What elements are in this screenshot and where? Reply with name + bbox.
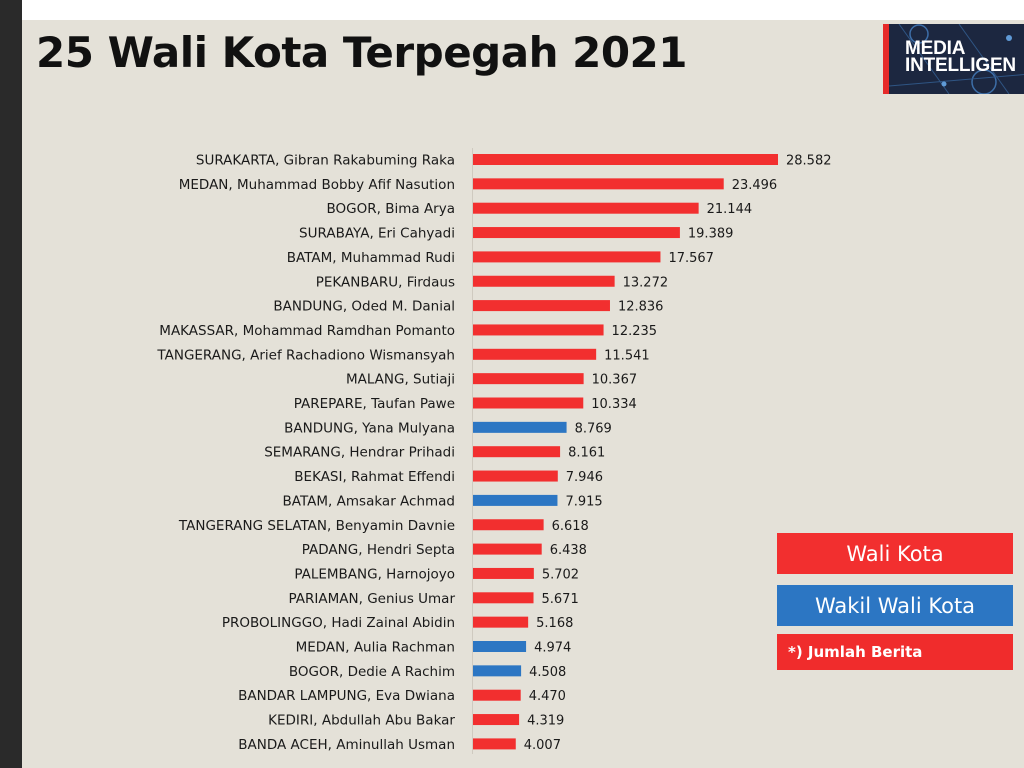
- logo-wordmark: MEDIA INTELLIGEN: [905, 38, 1016, 76]
- bar: [473, 543, 542, 555]
- bar: [473, 178, 724, 190]
- category-label: BATAM, Muhammad Rudi: [287, 250, 455, 266]
- data-label: 17.567: [668, 251, 714, 266]
- bar: [473, 494, 558, 506]
- bar: [473, 567, 534, 579]
- data-label: 10.367: [592, 373, 638, 388]
- category-label: PADANG, Hendri Septa: [302, 542, 455, 558]
- category-label: SEMARANG, Hendrar Prihadi: [264, 445, 455, 461]
- category-label: BANDA ACEH, Aminullah Usman: [238, 737, 455, 753]
- bar: [473, 324, 604, 336]
- legend-note: *) Jumlah Berita: [777, 634, 1013, 670]
- category-label: MAKASSAR, Mohammad Ramdhan Pomanto: [159, 323, 455, 339]
- category-label: KEDIRI, Abdullah Abu Bakar: [268, 713, 455, 729]
- data-label: 28.582: [786, 154, 832, 169]
- category-label: MEDAN, Muhammad Bobby Afif Nasution: [179, 177, 455, 193]
- category-label: BEKASI, Rahmat Effendi: [294, 469, 455, 485]
- legend-item-wakil-wali-kota: Wakil Wali Kota: [777, 585, 1013, 626]
- data-label: 4.470: [529, 689, 566, 704]
- bar: [473, 519, 544, 531]
- bar: [473, 665, 522, 677]
- category-label: BOGOR, Dedie A Rachim: [289, 664, 455, 680]
- category-label: BOGOR, Bima Arya: [327, 201, 455, 217]
- data-label: 21.144: [707, 202, 753, 217]
- category-label: PEKANBARU, Firdaus: [316, 274, 455, 290]
- legend-note-label: *) Jumlah Berita: [788, 643, 923, 661]
- bar: [473, 446, 561, 458]
- data-label: 8.161: [568, 446, 605, 461]
- bar: [473, 470, 558, 482]
- category-label: PROBOLINGGO, Hadi Zainal Abidin: [222, 615, 455, 631]
- data-label: 6.618: [552, 519, 589, 534]
- bar: [473, 616, 529, 628]
- bar: [473, 397, 584, 409]
- category-label: MEDAN, Aulia Rachman: [296, 640, 455, 656]
- data-label: 4.319: [527, 714, 564, 729]
- category-label: PARIAMAN, Genius Umar: [289, 591, 456, 607]
- bar: [473, 275, 615, 287]
- logo-line-1: MEDIA: [905, 38, 966, 59]
- data-label: 6.438: [550, 543, 587, 558]
- category-label: PAREPARE, Taufan Pawe: [294, 396, 455, 412]
- logo-line-2: INTELLIGEN: [905, 55, 1016, 76]
- bar: [473, 227, 680, 239]
- chart-title: 25 Wali Kota Terpegah 2021: [36, 28, 688, 77]
- data-label: 23.496: [732, 178, 778, 193]
- category-label: SURABAYA, Eri Cahyadi: [299, 226, 455, 242]
- data-label: 4.974: [534, 641, 571, 656]
- bar: [473, 202, 699, 214]
- legend-item-wali-kota: Wali Kota: [777, 533, 1013, 574]
- category-label: BANDUNG, Oded M. Danial: [273, 299, 455, 315]
- bar: [473, 689, 521, 701]
- legend-label-wakil-wali-kota: Wakil Wali Kota: [814, 593, 976, 618]
- data-label: 10.334: [591, 397, 637, 412]
- category-label: MALANG, Sutiaji: [346, 372, 455, 388]
- data-label: 12.235: [612, 324, 658, 339]
- data-label: 8.769: [575, 421, 612, 436]
- category-label: BANDAR LAMPUNG, Eva Dwiana: [238, 688, 455, 704]
- category-label: TANGERANG, Arief Rachadiono Wismansyah: [156, 347, 455, 363]
- category-label: TANGERANG SELATAN, Benyamin Davnie: [178, 518, 455, 534]
- bar: [473, 300, 610, 312]
- data-label: 7.915: [565, 494, 602, 509]
- bar: [473, 714, 520, 726]
- data-label: 5.702: [542, 567, 579, 582]
- bar: [473, 154, 778, 165]
- data-label: 5.671: [542, 592, 579, 607]
- category-label: BATAM, Amsakar Achmad: [283, 493, 455, 509]
- category-label: SURAKARTA, Gibran Rakabuming Raka: [196, 153, 455, 169]
- data-label: 4.508: [529, 665, 566, 680]
- data-label: 13.272: [623, 275, 669, 290]
- media-intelligence-logo: MEDIA INTELLIGEN: [883, 24, 1024, 94]
- data-label: 5.168: [536, 616, 573, 631]
- screen-frame: [0, 0, 22, 768]
- data-label: 12.836: [618, 300, 664, 315]
- legend-label-wali-kota: Wali Kota: [846, 541, 944, 566]
- bar: [473, 251, 661, 263]
- bar: [473, 738, 516, 750]
- bar: [473, 421, 567, 433]
- data-label: 4.007: [524, 738, 561, 753]
- bar: [473, 348, 597, 360]
- data-label: 7.946: [566, 470, 603, 485]
- category-label: BANDUNG, Yana Mulyana: [284, 420, 455, 436]
- bar: [473, 373, 584, 385]
- category-label: PALEMBANG, Harnojoyo: [294, 566, 455, 582]
- data-label: 19.389: [688, 227, 734, 242]
- data-label: 11.541: [604, 348, 650, 363]
- bar: [473, 592, 534, 604]
- bar: [473, 641, 527, 652]
- logo-pattern-icon: [889, 24, 1024, 94]
